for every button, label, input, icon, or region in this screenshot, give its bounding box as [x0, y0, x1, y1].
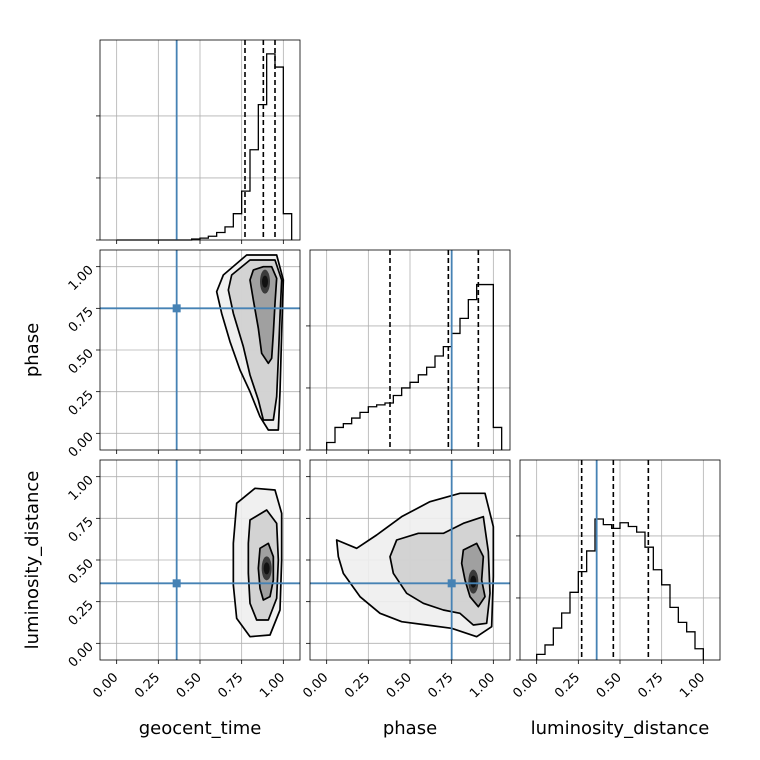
hist-luminosity-distance-xtick-label: 0.00 [510, 670, 541, 701]
pair-luminosity-distance-vs-phase-xtick-label: 0.50 [384, 670, 415, 701]
pair-luminosity-distance-vs-phase-contour-1 [460, 542, 486, 608]
pair-phase-vs-geocent-time-ytick-label: 1.00 [66, 263, 97, 294]
pair-luminosity-distance-vs-geocent-time-contour-1 [257, 542, 275, 601]
hist-phase-steps [326, 283, 503, 450]
pair-luminosity-distance-vs-geocent-time-xtick-label: 0.25 [132, 670, 163, 701]
pair-luminosity-distance-vs-geocent-time-contour-3 [232, 487, 283, 638]
pair-luminosity-distance-vs-phase-xtick-label: 0.75 [425, 670, 456, 701]
pair-phase-vs-geocent-time-ytick-label: 0.75 [66, 305, 97, 336]
hist-luminosity-distance-steps [536, 518, 704, 660]
hist-luminosity-distance-xtick-label: 0.75 [635, 670, 666, 701]
pair-luminosity-distance-vs-geocent-time-xtick-label: 0.75 [215, 670, 246, 701]
ylabel-phase: phase [22, 323, 43, 377]
pair-phase-vs-geocent-time-ytick-label: 0.25 [66, 388, 97, 419]
pair-phase-vs-geocent-time-contour-1 [249, 265, 278, 365]
panel-2d-luminosity-distance-vs-geocent-time: 0.00 0.25 0.50 0.75 1.00 0.00 0.25 0.50 0.75 1.00 [66, 459, 301, 701]
panel-2d-phase-vs-geocent-time: 0.00 0.25 0.50 0.75 1.00 [66, 249, 301, 461]
pair-luminosity-distance-vs-phase-xtick-label: 0.00 [300, 670, 331, 701]
pair-phase-vs-geocent-time-ytick-label: 0.00 [66, 430, 97, 461]
pair-luminosity-distance-vs-geocent-time-ytick-label: 1.00 [66, 473, 97, 504]
panel-hist-phase [306, 249, 511, 454]
panel-2d-luminosity-distance-vs-phase: 0.00 0.25 0.50 0.75 1.00 [300, 459, 511, 701]
pair-luminosity-distance-vs-geocent-time-ytick-label: 0.50 [66, 556, 97, 587]
pair-luminosity-distance-vs-geocent-time-xtick-label: 0.00 [90, 670, 121, 701]
pair-phase-vs-geocent-time-density-fill [250, 266, 277, 364]
pair-phase-vs-geocent-time-contour-3 [215, 254, 285, 431]
pair-phase-vs-geocent-time-ytick-label: 0.50 [66, 346, 97, 377]
ylabel-luminosity-distance: luminosity_distance [22, 471, 43, 650]
xlabel-geocent-time: geocent_time [139, 718, 262, 739]
hist-geocent-time-steps [116, 53, 293, 241]
pair-phase-vs-geocent-time-density-peak [262, 275, 268, 288]
pair-luminosity-distance-vs-geocent-time-ytick-label: 0.75 [66, 515, 97, 546]
hist-luminosity-distance-xtick-label: 0.50 [594, 670, 625, 701]
hist-luminosity-distance-xtick-label: 0.25 [552, 670, 583, 701]
pair-luminosity-distance-vs-phase-xtick-label: 0.25 [342, 670, 373, 701]
pair-luminosity-distance-vs-phase-contour-3 [335, 492, 495, 638]
pair-luminosity-distance-vs-phase-xtick-label: 1.00 [467, 670, 498, 701]
pair-luminosity-distance-vs-phase-truth-marker [447, 579, 456, 588]
pair-phase-vs-geocent-time-contour-2 [227, 259, 283, 421]
xlabel-phase: phase [383, 718, 437, 739]
panel-hist-luminosity-distance: 0.00 0.25 0.50 0.75 1.00 [510, 459, 721, 701]
pair-luminosity-distance-vs-phase-density-peak [470, 575, 477, 588]
pair-luminosity-distance-vs-geocent-time-ytick-label: 0.00 [66, 640, 97, 671]
hist-luminosity-distance-xtick-label: 1.00 [677, 670, 708, 701]
xlabel-luminosity-distance: luminosity_distance [531, 718, 710, 739]
pair-luminosity-distance-vs-geocent-time-xtick-label: 0.50 [174, 670, 205, 701]
pair-phase-vs-geocent-time-truth-marker [172, 304, 181, 313]
panel-hist-geocent-time [96, 39, 301, 244]
pair-luminosity-distance-vs-geocent-time-contour-2 [247, 509, 280, 621]
pair-luminosity-distance-vs-geocent-time-truth-marker [172, 579, 181, 588]
pair-luminosity-distance-vs-geocent-time-xtick-label: 1.00 [257, 670, 288, 701]
pair-luminosity-distance-vs-geocent-time-ytick-label: 0.25 [66, 598, 97, 629]
pair-luminosity-distance-vs-geocent-time-density-peak [263, 562, 270, 575]
